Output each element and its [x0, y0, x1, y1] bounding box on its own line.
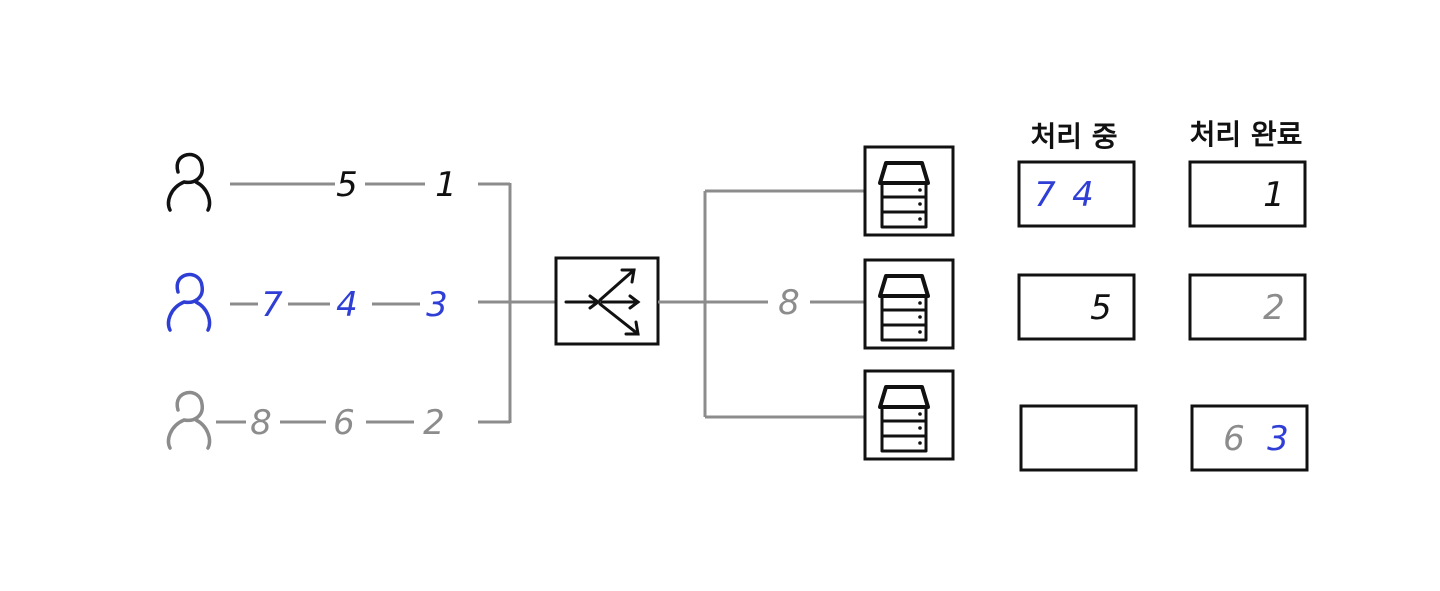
- user-row-3: 8 6 2: [166, 390, 510, 450]
- done-request-label: 6: [1223, 419, 1245, 459]
- done-request-label: 1: [1263, 175, 1285, 215]
- server-rack-icon: [878, 161, 930, 229]
- server-box: [863, 258, 955, 350]
- processing-request-label: 5: [1090, 288, 1112, 328]
- request-label: 8: [250, 403, 272, 443]
- done-header: 처리 완료: [1190, 118, 1303, 151]
- server-rack-icon: [878, 385, 930, 453]
- request-label: 2: [423, 403, 445, 443]
- done-request-label: 3: [1267, 419, 1289, 459]
- load-balancer: [554, 256, 660, 346]
- done-box: [1190, 404, 1309, 472]
- request-label: 5: [336, 165, 358, 205]
- distribution-lines: [658, 189, 866, 419]
- processing-box: [1019, 404, 1138, 472]
- user-row-1: 5 1: [166, 152, 510, 212]
- done-request-label: 2: [1263, 288, 1285, 328]
- servers-layer: 7 4 15 26 3: [863, 145, 1309, 472]
- processing-request-label: 7: [1034, 175, 1056, 215]
- pending-request-label: 8: [778, 283, 800, 323]
- request-label: 7: [261, 285, 283, 325]
- person-outline-icon: [166, 390, 212, 450]
- done-box: [1188, 273, 1307, 341]
- load-balancer-arrows-icon: [564, 268, 641, 336]
- user-row-2: 7 4 3: [166, 272, 556, 332]
- users-layer: 5 1 7 4 3 8 6 2: [166, 152, 556, 450]
- server-rack-icon: [878, 274, 930, 342]
- request-label: 3: [426, 285, 448, 325]
- person-outline-icon: [166, 272, 212, 332]
- processing-box: [1017, 160, 1136, 228]
- request-label: 6: [333, 403, 355, 443]
- person-outline-icon: [166, 152, 212, 212]
- request-label: 4: [336, 285, 358, 325]
- server-box: [863, 369, 955, 461]
- processing-header: 처리 중: [1030, 120, 1117, 153]
- done-box: [1188, 160, 1307, 228]
- request-label: 1: [435, 165, 457, 205]
- processing-box: [1017, 273, 1136, 341]
- server-box: [863, 145, 955, 237]
- processing-request-label: 4: [1072, 175, 1094, 215]
